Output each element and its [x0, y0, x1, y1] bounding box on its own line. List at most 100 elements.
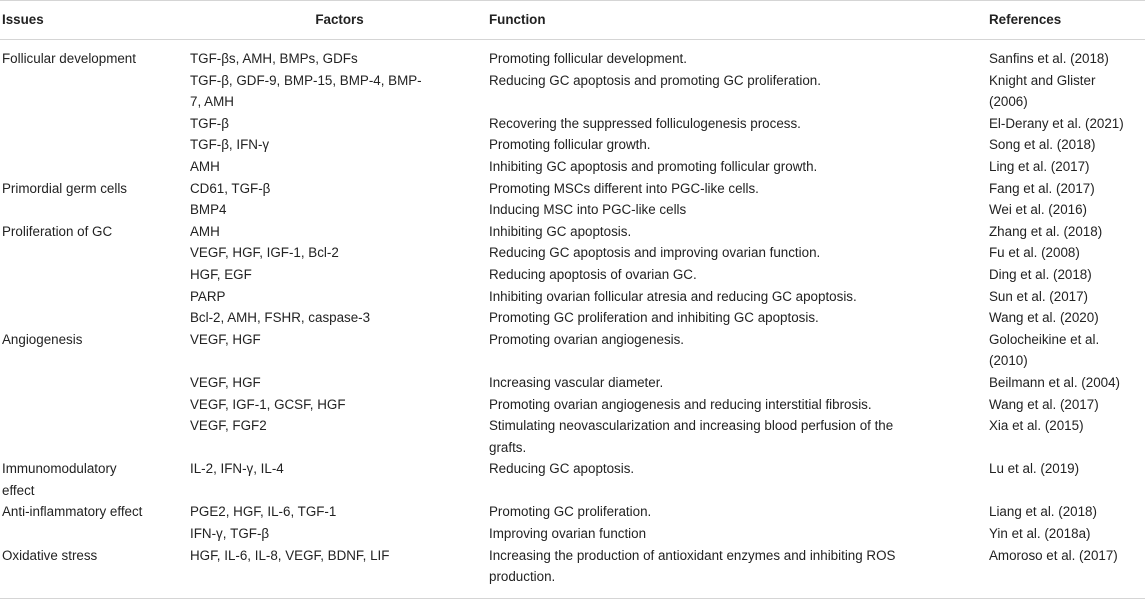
issue-cell	[0, 199, 190, 221]
issue-cell: Anti-inflammatory effect	[2, 504, 143, 520]
factors-cell: CD61, TGF-β	[190, 180, 271, 196]
reference-cell: Ding et al. (2018)	[989, 266, 1092, 282]
table-row: Anti-inflammatory effect PGE2, HGF, IL-6,…	[0, 501, 1145, 523]
function-cell: Inhibiting ovarian follicular atresia an…	[489, 288, 857, 304]
table-row: TGF-β, GDF-9, BMP-15, BMP-4, BMP- 7, AMH…	[0, 70, 1145, 113]
header-factors: Factors	[315, 12, 364, 28]
reference-cell: Wang et al. (2017)	[989, 396, 1099, 412]
table-row: VEGF, HGF Increasing vascular diameter. Be…	[0, 372, 1145, 394]
factors-cell: VEGF, HGF	[190, 331, 261, 347]
function-cell: Recovering the suppressed folliculogenes…	[489, 115, 801, 131]
function-cell: Promoting GC proliferation and inhibitin…	[489, 310, 819, 326]
factors-cell: VEGF, HGF, IGF-1, Bcl-2	[190, 245, 339, 261]
reference-cell: Liang et al. (2018)	[989, 504, 1097, 520]
table-body: Follicular development TGF-βs, AMH, BMPs,…	[0, 40, 1145, 599]
issue-cell	[0, 372, 190, 394]
function-cell: Reducing GC apoptosis.	[489, 461, 635, 477]
function-cell: Stimulating neovascularization and incre…	[489, 418, 894, 455]
issue-cell: Proliferation of GC	[2, 223, 113, 239]
table-row: HGF, EGF Reducing apoptosis of ovarian GC…	[0, 264, 1145, 286]
function-cell: Promoting ovarian angiogenesis.	[489, 331, 685, 347]
reference-cell: Knight and Glister (2006)	[989, 72, 1096, 110]
factors-cell: HGF, IL-6, IL-8, VEGF, BDNF, LIF	[190, 547, 390, 563]
issue-cell	[0, 307, 190, 329]
reference-cell: Fu et al. (2008)	[989, 245, 1080, 261]
reference-cell: Wang et al. (2020)	[989, 310, 1099, 326]
factors-cell: IFN-γ, TGF-β	[190, 526, 270, 542]
factors-cell: AMH	[190, 223, 220, 239]
function-cell: Reducing apoptosis of ovarian GC.	[489, 266, 697, 282]
reference-cell: Fang et al. (2017)	[989, 180, 1095, 196]
factors-cell: HGF, EGF	[190, 266, 252, 282]
reference-cell: Beilmann et al. (2004)	[989, 374, 1121, 390]
reference-cell: Lu et al. (2019)	[989, 461, 1080, 477]
reference-cell: Sun et al. (2017)	[989, 288, 1089, 304]
table-row: PARP Inhibiting ovarian follicular atresi…	[0, 286, 1145, 308]
issue-cell: Follicular development	[2, 51, 136, 66]
factors-cell: PARP	[190, 288, 226, 304]
table-row: Oxidative stress HGF, IL-6, IL-8, VEGF, B…	[0, 545, 1145, 599]
function-cell: Inhibiting GC apoptosis.	[489, 223, 632, 239]
issue-cell	[0, 70, 190, 113]
function-cell: Increasing vascular diameter.	[489, 374, 664, 390]
factors-cell: TGF-β, IFN-γ	[190, 137, 270, 153]
factors-cell: Bcl-2, AMH, FSHR, caspase-3	[190, 310, 371, 326]
table-row: Angiogenesis VEGF, HGF Promoting ovarian a…	[0, 329, 1145, 372]
issue-cell	[0, 264, 190, 286]
factors-cell: VEGF, HGF	[190, 374, 261, 390]
function-cell: Increasing the production of antioxidant…	[489, 547, 896, 585]
issue-cell	[0, 523, 190, 545]
function-cell: Promoting follicular development.	[489, 51, 687, 66]
table-row: VEGF, HGF, IGF-1, Bcl-2 Reducing GC apopt…	[0, 242, 1145, 264]
reference-cell: Xia et al. (2015)	[989, 418, 1084, 434]
reference-cell: Yin et al. (2018a)	[989, 526, 1091, 542]
issue-cell: Oxidative stress	[2, 547, 98, 563]
reference-cell: El-Derany et al. (2021)	[989, 115, 1124, 131]
function-cell: Improving ovarian function	[489, 526, 647, 542]
header-references: References	[989, 12, 1062, 28]
factors-cell: AMH	[190, 158, 220, 174]
issue-cell: Primordial germ cells	[2, 180, 128, 196]
issue-cell	[0, 415, 190, 458]
table-row: Follicular development TGF-βs, AMH, BMPs,…	[0, 40, 1145, 70]
table-row: IFN-γ, TGF-β Improving ovarian function Yi…	[0, 523, 1145, 545]
function-cell: Inducing MSC into PGC-like cells	[489, 202, 687, 218]
table-row: Bcl-2, AMH, FSHR, caspase-3 Promoting GC …	[0, 307, 1145, 329]
issue-cell: Immunomodulatory effect	[2, 461, 117, 498]
function-cell: Inhibiting GC apoptosis and promoting fo…	[489, 158, 818, 174]
header-issues: Issues	[2, 12, 44, 28]
table-row: BMP4 Inducing MSC into PGC-like cells Wei …	[0, 199, 1145, 221]
function-cell: Promoting GC proliferation.	[489, 504, 652, 520]
reference-cell: Wei et al. (2016)	[989, 202, 1087, 218]
reference-cell: Amoroso et al. (2017)	[989, 547, 1118, 563]
issue-cell: Angiogenesis	[2, 331, 83, 347]
table-row: Immunomodulatory effect IL-2, IFN-γ, IL-4…	[0, 458, 1145, 501]
header-function: Function	[489, 12, 546, 28]
factors-cell: VEGF, IGF-1, GCSF, HGF	[190, 396, 346, 412]
issue-cell	[0, 394, 190, 416]
issue-cell	[0, 286, 190, 308]
issue-cell	[0, 156, 190, 178]
issue-cell	[0, 242, 190, 264]
table-row: TGF-β, IFN-γ Promoting follicular growth.…	[0, 134, 1145, 156]
table-row: Primordial germ cells CD61, TGF-β Promotin…	[0, 178, 1145, 200]
factors-cell: VEGF, FGF2	[190, 418, 267, 434]
function-cell: Reducing GC apoptosis and improving ovar…	[489, 245, 821, 261]
issue-cell	[0, 134, 190, 156]
factors-cell: TGF-β	[190, 115, 229, 131]
header-row: Issues Factors Function References	[0, 0, 1145, 40]
reference-cell: Zhang et al. (2018)	[989, 223, 1103, 239]
factors-cell: TGF-β, GDF-9, BMP-15, BMP-4, BMP- 7, AMH	[190, 72, 422, 110]
reference-cell: Sanfins et al. (2018)	[989, 51, 1109, 66]
factors-cell: IL-2, IFN-γ, IL-4	[190, 461, 284, 477]
table-row: Proliferation of GC AMH Inhibiting GC apop…	[0, 221, 1145, 243]
reference-cell: Golocheikine et al. (2010)	[989, 331, 1100, 369]
reference-cell: Ling et al. (2017)	[989, 158, 1090, 174]
function-cell: Reducing GC apoptosis and promoting GC p…	[489, 72, 821, 88]
factors-cell: TGF-βs, AMH, BMPs, GDFs	[190, 51, 358, 66]
table-row: AMH Inhibiting GC apoptosis and promoting…	[0, 156, 1145, 178]
table-row: VEGF, IGF-1, GCSF, HGF Promoting ovarian …	[0, 394, 1145, 416]
factors-cell: BMP4	[190, 202, 227, 218]
table-row: TGF-β Recovering the suppressed folliculo…	[0, 113, 1145, 135]
